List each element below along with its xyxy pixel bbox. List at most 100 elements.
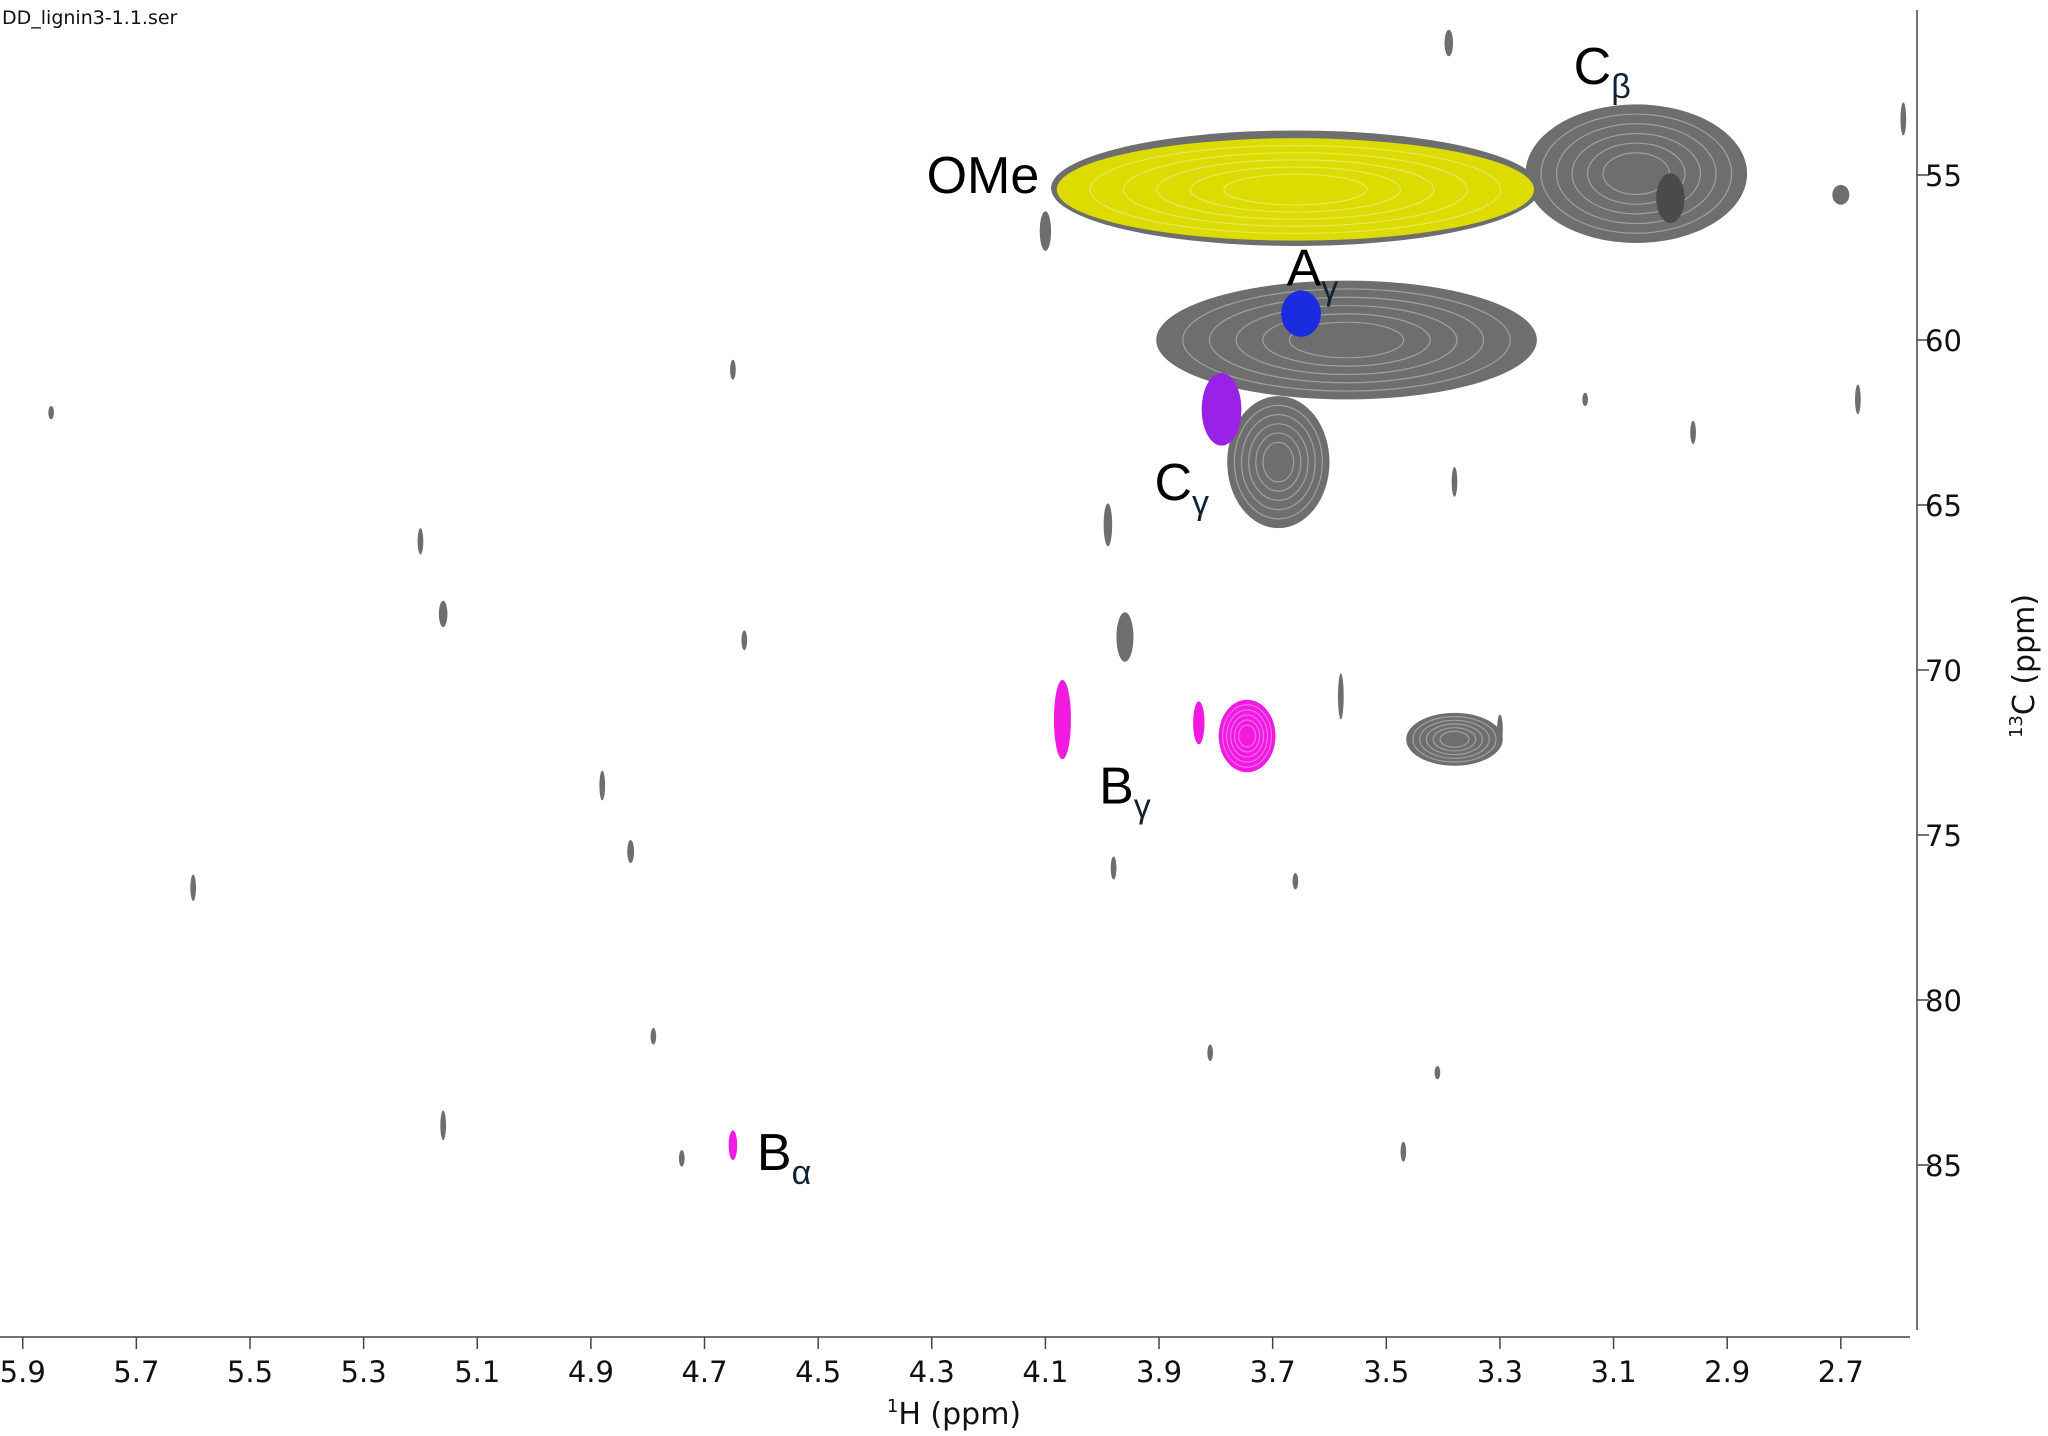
peak-fill	[1207, 1044, 1214, 1062]
peak-fill	[741, 630, 748, 651]
y-tick-label: 70	[1925, 654, 1962, 688]
annotation-text: OMe	[927, 147, 1040, 205]
annotation-sub: α	[792, 1154, 812, 1192]
x-label-sup: 1	[887, 1396, 898, 1417]
peak-contour	[1262, 441, 1295, 483]
annotation-sub: γ	[1134, 788, 1151, 826]
peak-fill	[1201, 373, 1242, 446]
peak	[1039, 211, 1052, 251]
peak-fill	[190, 874, 197, 901]
y-label-sup: 13	[2006, 715, 2027, 738]
peak	[1497, 714, 1503, 745]
peak-contour	[1089, 144, 1502, 235]
peak-contour	[1555, 123, 1717, 225]
x-tick-label: 4.5	[795, 1355, 841, 1389]
peak-contour	[1223, 173, 1368, 206]
x-tick-label: 5.5	[227, 1355, 273, 1389]
annotation-sub: γ	[1321, 269, 1338, 307]
annotation-text: A	[1287, 239, 1322, 297]
peak-contour	[1248, 423, 1309, 501]
peak-contour	[1235, 304, 1458, 376]
peak-fill	[48, 406, 54, 420]
peak-fill	[1900, 102, 1907, 136]
peak-fill	[1110, 856, 1117, 880]
peak-fill	[1039, 211, 1052, 251]
peak-fill	[1218, 699, 1276, 773]
y-tick-label: 55	[1925, 159, 1962, 193]
peak	[438, 600, 448, 628]
peak-fill	[1103, 503, 1113, 547]
annotation: Bα	[757, 1124, 811, 1192]
x-tick-label: 5.7	[113, 1355, 159, 1389]
peak-fill	[1193, 701, 1205, 745]
peak	[1434, 1066, 1441, 1080]
peak-contour	[1156, 159, 1435, 220]
annotation-sub: γ	[1192, 484, 1209, 522]
peak	[1292, 872, 1299, 890]
peak-fill	[1690, 420, 1696, 444]
peak-contour	[1222, 704, 1273, 768]
peak-contour	[1237, 724, 1257, 748]
peak-fill	[599, 770, 606, 801]
peak-fill	[1497, 714, 1503, 745]
peak	[1582, 392, 1588, 406]
peak-fill	[1656, 173, 1685, 223]
x-tick-label: 3.9	[1136, 1355, 1182, 1389]
peak-contour	[1189, 166, 1401, 213]
peak-contour	[1439, 730, 1470, 748]
peak-fill	[1292, 872, 1299, 890]
peak	[650, 1028, 657, 1045]
x-tick-label: 4.9	[568, 1355, 614, 1389]
peak	[1406, 712, 1503, 766]
y-tick-label: 80	[1925, 984, 1962, 1018]
y-tick-label: 75	[1925, 819, 1962, 853]
peak	[48, 406, 54, 420]
x-tick-label: 3.3	[1477, 1355, 1523, 1389]
peak	[1201, 373, 1242, 446]
peak-fill	[1116, 612, 1134, 662]
peak-contour	[1255, 432, 1302, 492]
peak	[417, 528, 424, 555]
peak-contour	[1182, 288, 1511, 392]
peak-fill	[1400, 1141, 1407, 1162]
peak	[1207, 1044, 1214, 1062]
peak	[1900, 102, 1907, 136]
peak	[1053, 679, 1071, 760]
peak-contour	[1412, 715, 1497, 763]
peak	[1227, 396, 1330, 529]
peak-contour	[1233, 404, 1323, 520]
peak-contour	[1262, 313, 1431, 367]
peak-fill	[1525, 104, 1748, 243]
x-tick-label: 3.1	[1590, 1355, 1636, 1389]
x-tick-label: 3.7	[1250, 1355, 1296, 1389]
peak-fill	[1444, 29, 1454, 57]
peak-fill	[1855, 384, 1861, 415]
annotation: Cβ	[1574, 38, 1631, 106]
annotation: Aγ	[1287, 239, 1339, 307]
annotation-text: B	[1099, 758, 1134, 816]
peak	[1218, 699, 1276, 773]
peak	[1193, 701, 1205, 745]
peak	[741, 630, 748, 651]
peak	[1116, 612, 1134, 662]
annotation-text: B	[757, 1124, 792, 1182]
x-tick-label: 5.9	[0, 1355, 46, 1389]
peak	[1444, 29, 1454, 57]
peak-fill	[1406, 712, 1503, 766]
peak	[1855, 384, 1861, 415]
annotation-text: C	[1154, 454, 1192, 512]
annotation-sub: β	[1611, 68, 1631, 106]
peak-fill	[1227, 396, 1330, 529]
peak-fill	[1281, 290, 1321, 337]
peak	[678, 1150, 685, 1167]
chart-title: DD_lignin3-1.1.ser	[2, 7, 178, 29]
peak-fill	[1338, 673, 1344, 720]
peak-contour	[1586, 142, 1686, 205]
peak-fill	[1156, 280, 1537, 400]
peak-contour	[1288, 321, 1405, 359]
peak-fill	[1053, 679, 1071, 760]
x-axis-label: 1H (ppm)	[887, 1396, 1021, 1432]
peak	[627, 839, 635, 864]
y-tick-label: 60	[1925, 324, 1962, 358]
